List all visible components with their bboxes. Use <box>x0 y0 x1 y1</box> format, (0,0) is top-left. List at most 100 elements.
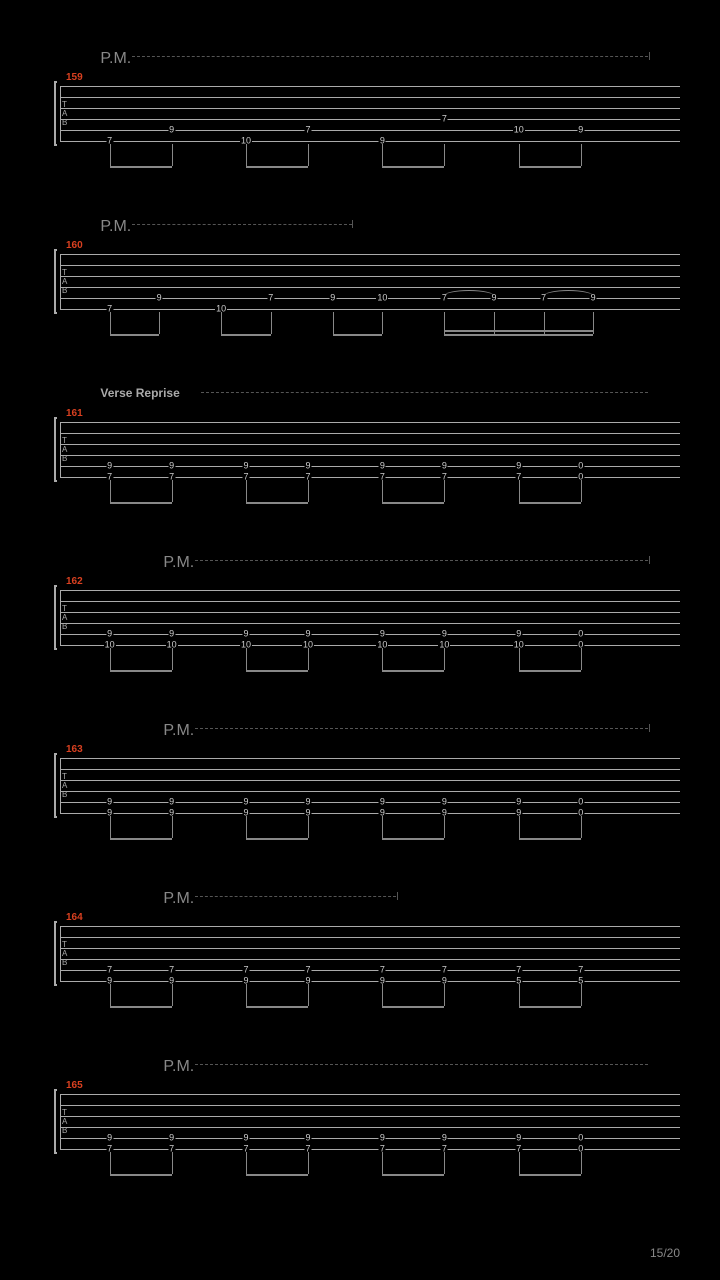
note-stem <box>581 984 582 1006</box>
fret-number: 9 <box>379 462 386 471</box>
string-line <box>60 444 680 445</box>
beam <box>382 166 444 168</box>
fret-number: 0 <box>577 1134 584 1143</box>
barline <box>60 590 61 645</box>
string-line <box>60 769 680 770</box>
string-line <box>60 265 680 266</box>
fret-number: 9 <box>242 1134 249 1143</box>
beam <box>382 670 444 672</box>
staff-bracket <box>54 249 57 314</box>
fret-number: 10 <box>513 126 525 135</box>
tab-clef-label: TAB <box>62 436 66 463</box>
pm-label: P.M. <box>163 1058 194 1076</box>
note-stem <box>246 480 247 502</box>
fret-number: 0 <box>577 630 584 639</box>
staff-bracket <box>54 585 57 650</box>
string-line <box>60 601 680 602</box>
beam <box>246 1174 308 1176</box>
string-line <box>60 97 680 98</box>
note-stem <box>246 984 247 1006</box>
fret-number: 9 <box>515 1134 522 1143</box>
pm-label: P.M. <box>163 554 194 572</box>
note-stem <box>382 312 383 334</box>
tab-staff: TAB7910797109 <box>60 86 680 141</box>
annotation-end-tick <box>352 220 353 228</box>
tab-staff: TAB91091091091091091091000 <box>60 590 680 645</box>
string-line <box>60 1105 680 1106</box>
beam <box>110 1006 172 1008</box>
tab-page: P.M.159TAB7910797109P.M.160TAB7910791079… <box>0 0 720 1256</box>
fret-number: 7 <box>441 115 448 124</box>
fret-number: 9 <box>168 798 175 807</box>
string-line <box>60 455 680 456</box>
string-line <box>60 623 680 624</box>
annotation-end-tick <box>649 556 650 564</box>
barline <box>60 926 61 981</box>
fret-number: 7 <box>242 966 249 975</box>
string-line <box>60 926 680 927</box>
string-line <box>60 780 680 781</box>
annotation-dash-line <box>195 728 649 729</box>
pm-label: P.M. <box>163 722 194 740</box>
tab-clef-label: TAB <box>62 604 66 631</box>
fret-number: 9 <box>577 126 584 135</box>
beam <box>382 1174 444 1176</box>
measure-block: P.M.162TAB91091091091091091091000 <box>50 554 680 684</box>
fret-number: 9 <box>304 798 311 807</box>
barline <box>60 422 61 477</box>
measure-number: 160 <box>66 240 83 251</box>
note-stem <box>172 816 173 838</box>
fret-number: 7 <box>106 966 113 975</box>
string-line <box>60 634 680 635</box>
fret-number: 9 <box>242 462 249 471</box>
fret-number: 0 <box>577 798 584 807</box>
annotation-dash-line <box>132 56 649 57</box>
note-stem <box>519 144 520 166</box>
string-line <box>60 254 680 255</box>
string-line <box>60 1138 680 1139</box>
fret-number: 9 <box>441 630 448 639</box>
note-stem <box>172 1152 173 1174</box>
fret-number: 9 <box>515 798 522 807</box>
string-line <box>60 959 680 960</box>
barline <box>60 1094 61 1149</box>
fret-number: 9 <box>168 1134 175 1143</box>
note-stem <box>382 816 383 838</box>
measure-block: Verse Reprise161TAB9797979797979700 <box>50 386 680 516</box>
beam <box>519 1174 581 1176</box>
note-stem <box>308 1152 309 1174</box>
staff-bracket <box>54 417 57 482</box>
beam <box>519 670 581 672</box>
string-line <box>60 791 680 792</box>
annotation-dash-line <box>195 896 397 897</box>
note-stem <box>519 984 520 1006</box>
staff-bracket <box>54 753 57 818</box>
beam <box>519 838 581 840</box>
string-line <box>60 1116 680 1117</box>
fret-number: 9 <box>304 462 311 471</box>
fret-number: 7 <box>379 966 386 975</box>
beam <box>333 334 383 336</box>
note-stem <box>382 144 383 166</box>
note-stem <box>246 648 247 670</box>
tab-clef-label: TAB <box>62 100 66 127</box>
string-line <box>60 298 680 299</box>
string-line <box>60 813 680 814</box>
annotation-dash-line <box>201 392 648 393</box>
annotation-end-tick <box>649 52 650 60</box>
fret-number: 9 <box>515 462 522 471</box>
measure-block: P.M.165TAB9797979797979700 <box>50 1058 680 1188</box>
note-stem <box>159 312 160 334</box>
string-line <box>60 590 680 591</box>
note-stem <box>581 480 582 502</box>
note-stem <box>444 144 445 166</box>
tab-staff: TAB7979797979797575 <box>60 926 680 981</box>
string-line <box>60 433 680 434</box>
tab-staff: TAB9797979797979700 <box>60 422 680 477</box>
note-stem <box>246 144 247 166</box>
annotation-end-tick <box>397 892 398 900</box>
note-stem <box>519 648 520 670</box>
note-stem <box>246 816 247 838</box>
beam <box>519 502 581 504</box>
beam <box>382 502 444 504</box>
